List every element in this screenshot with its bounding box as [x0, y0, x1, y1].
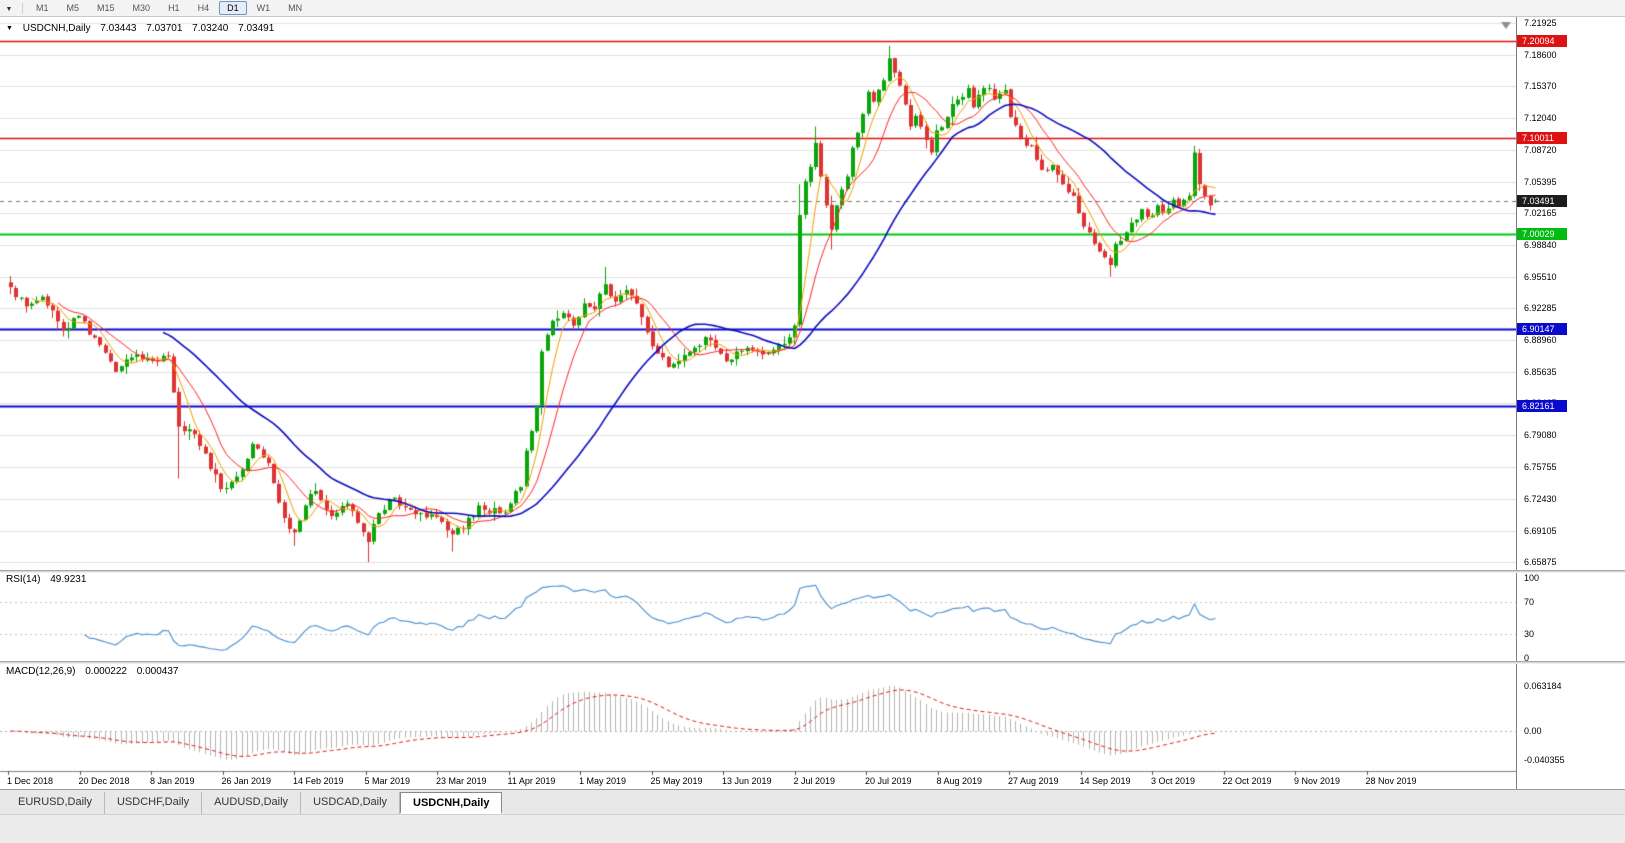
price-level-badge: 7.20094 [1517, 35, 1567, 47]
rsi-axis-label: 0 [1524, 653, 1530, 663]
time-axis-label: 26 Jan 2019 [221, 776, 272, 786]
low-value: 7.03240 [192, 23, 229, 34]
rsi-axis-label: 70 [1524, 597, 1535, 607]
high-value: 7.03701 [146, 23, 183, 34]
rsi-axis-label: 30 [1524, 629, 1535, 639]
rsi-name: RSI(14) [6, 574, 41, 585]
price-axis-label: 6.69105 [1524, 526, 1557, 537]
ohlc-info-line: ▼ USDCNH,Daily 7.03443 7.03701 7.03240 7… [6, 23, 281, 34]
rsi-axis-label: 100 [1524, 573, 1540, 583]
timeframe-button-m1[interactable]: M1 [36, 3, 49, 13]
macd-axis-label: 0.063184 [1524, 681, 1562, 691]
chart-tab-usdcad-daily[interactable]: USDCAD,Daily [301, 792, 401, 814]
price-axis[interactable]: 7.21925 7.18600 7.15370 7.12040 7.08720 7.053… [1516, 17, 1625, 789]
time-axis-label: 1 Dec 2018 [7, 776, 54, 786]
rsi-value: 49.9231 [50, 574, 87, 585]
chart-tab-bar: EURUSD,Daily USDCHF,Daily AUDUSD,Daily USDC… [0, 789, 1625, 814]
macd-axis-label: 0.00 [1524, 726, 1542, 736]
price-axis-label: 7.05395 [1524, 177, 1557, 188]
time-axis-label: 2 Jul 2019 [793, 776, 836, 786]
timeframe-button-h4[interactable]: H4 [197, 3, 210, 13]
chart-list-dropdown[interactable]: ▼ [0, 3, 18, 13]
price-axis-label: 6.72430 [1524, 494, 1557, 505]
price-axis-label: 7.02165 [1524, 208, 1557, 219]
price-axis-label: 6.92285 [1524, 303, 1557, 314]
chart-tab-audusd-daily[interactable]: AUDUSD,Daily [202, 792, 302, 814]
macd-value-2: 0.000437 [136, 666, 179, 677]
price-axis-label: 6.79080 [1524, 430, 1557, 441]
macd-axis-label: -0.040355 [1524, 754, 1565, 765]
price-axis-label: 7.08720 [1524, 145, 1557, 156]
time-axis-label: 20 Dec 2018 [78, 776, 130, 786]
time-axis[interactable]: 1 Dec 2018 20 Dec 2018 8 Jan 2019 26 Jan 20… [0, 772, 1516, 789]
time-axis-label: 25 May 2019 [650, 776, 703, 786]
pane-divider[interactable] [0, 661, 1625, 664]
macd-indicator-label: MACD(12,26,9) 0.000222 0.000437 [6, 666, 185, 677]
time-axis-label: 3 Oct 2019 [1151, 776, 1196, 786]
price-axis-label: 6.88960 [1524, 335, 1557, 346]
chart-tab-usdchf-daily[interactable]: USDCHF,Daily [105, 792, 203, 814]
window-footer-strip [0, 814, 1625, 843]
price-axis-label: 6.65875 [1524, 557, 1557, 568]
price-chart-canvas[interactable] [0, 17, 1516, 789]
chart-window: ▼ USDCNH,Daily 7.03443 7.03701 7.03240 7… [0, 17, 1625, 789]
pane-divider[interactable] [0, 570, 1625, 573]
collapse-triangle-icon[interactable]: ▼ [6, 25, 13, 32]
price-axis-label: 6.75755 [1524, 462, 1557, 473]
timeframe-buttons: M1 M5 M15 M30 H1 H4 D1 W1 MN [27, 1, 311, 15]
time-axis-label: 11 Apr 2019 [507, 776, 556, 786]
symbol-period-label: USDCNH,Daily [22, 23, 91, 34]
time-axis-label: 27 Aug 2019 [1008, 776, 1059, 786]
price-level-badge: 6.82161 [1517, 399, 1567, 412]
macd-value-1: 0.000222 [85, 666, 127, 677]
time-axis-label: 8 Jan 2019 [150, 776, 195, 786]
price-level-badge: 6.90147 [1517, 323, 1567, 335]
rsi-indicator-label: RSI(14) 49.9231 [6, 574, 93, 585]
price-axis-label: 7.15370 [1524, 81, 1557, 92]
price-level-badge: 7.03491 [1517, 194, 1567, 207]
timeframe-button-w1[interactable]: W1 [256, 3, 271, 13]
timeframe-button-mn[interactable]: MN [288, 3, 303, 13]
time-axis-label: 22 Oct 2019 [1222, 776, 1272, 786]
price-axis-label: 6.98840 [1524, 240, 1557, 251]
time-axis-label: 14 Sep 2019 [1079, 776, 1131, 786]
timeframe-button-m15[interactable]: M15 [97, 3, 115, 13]
timeframe-button-m30[interactable]: M30 [132, 3, 151, 13]
time-axis-label: 23 Mar 2019 [436, 776, 487, 786]
timeframe-button-d1[interactable]: D1 [219, 1, 247, 15]
time-axis-label: 13 Jun 2019 [722, 776, 772, 786]
timeframe-button-h1[interactable]: H1 [168, 3, 180, 13]
price-level-badge: 7.10011 [1517, 131, 1567, 144]
open-value: 7.03443 [100, 23, 137, 34]
macd-name: MACD(12,26,9) [6, 666, 76, 677]
price-axis-label: 6.95510 [1524, 272, 1557, 283]
timeframe-button-m5[interactable]: M5 [66, 3, 80, 13]
price-axis-label: 7.12040 [1524, 113, 1557, 124]
dropdown-arrow-icon: ▼ [5, 6, 13, 13]
chart-tab-usdcnh-daily[interactable]: USDCNH,Daily [400, 792, 503, 814]
chart-tab-eurusd-daily[interactable]: EURUSD,Daily [6, 792, 105, 814]
time-axis-label: 5 Mar 2019 [364, 776, 411, 786]
close-value: 7.03491 [238, 23, 275, 34]
timeframe-toolbar: ▼ M1 M5 M15 M30 H1 H4 D1 W1 MN [0, 0, 1625, 17]
time-axis-label: 14 Feb 2019 [293, 776, 344, 786]
toolbar-separator [22, 2, 23, 14]
time-axis-label: 1 May 2019 [579, 776, 627, 786]
time-axis-label: 20 Jul 2019 [865, 776, 912, 786]
time-axis-label: 8 Aug 2019 [936, 776, 983, 786]
time-axis-label: 28 Nov 2019 [1365, 776, 1417, 786]
time-axis-label: 9 Nov 2019 [1294, 776, 1341, 786]
price-axis-label: 6.85635 [1524, 367, 1557, 378]
price-axis-label: 7.18600 [1524, 50, 1557, 61]
price-level-badge: 7.00029 [1517, 227, 1567, 240]
price-axis-label: 7.21925 [1524, 18, 1557, 29]
